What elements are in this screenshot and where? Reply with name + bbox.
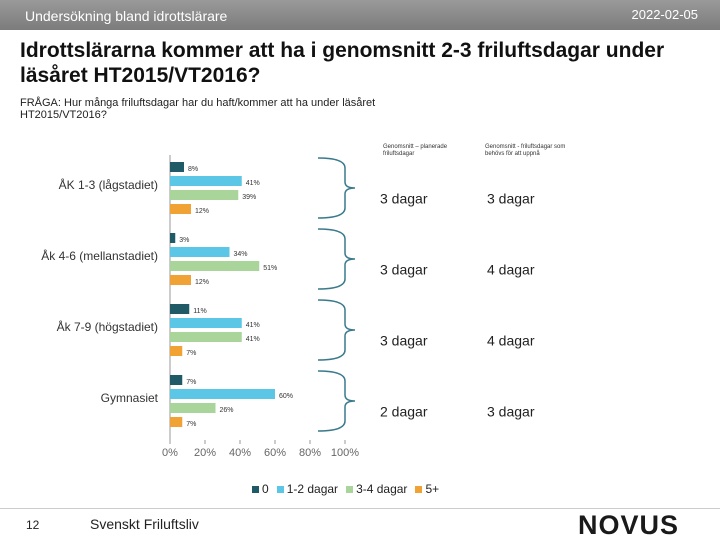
data-label: 11%: [193, 308, 207, 315]
legend-swatch: [276, 485, 284, 493]
data-label: 41%: [246, 336, 260, 343]
brace: [317, 370, 356, 432]
data-label: 3%: [179, 237, 189, 244]
data-label: 51%: [263, 265, 277, 272]
data-label: 8%: [188, 166, 198, 173]
bar: [170, 176, 242, 186]
bar: [170, 261, 260, 271]
data-label: 60%: [279, 393, 293, 400]
header-bar: [0, 0, 720, 30]
bar: [170, 190, 239, 200]
data-label: 12%: [195, 279, 209, 286]
x-tick-label: 0%: [162, 447, 178, 459]
x-tick-label: 20%: [194, 447, 216, 459]
summary-value: 3 dagar: [487, 404, 535, 420]
legend-swatch: [415, 485, 423, 493]
question: FRÅGA: Hur många friluftsdagar har du ha…: [20, 97, 376, 121]
legend: 0 1-2 dagar 3-4 dagar 5+: [252, 482, 439, 496]
page-number: 12: [26, 518, 40, 532]
footer-org: Svenskt Friluftsliv: [90, 516, 199, 532]
data-label: 41%: [246, 180, 260, 187]
bar: [170, 204, 191, 214]
legend-item: 3-4 dagar: [346, 482, 407, 496]
legend-label: 0: [262, 482, 269, 496]
bar: [170, 375, 183, 385]
slide-title: Idrottslärarna kommer att ha i genomsnit…: [20, 39, 665, 87]
bar: [170, 247, 230, 257]
category-label: ÅK 1-3 (lågstadiet): [59, 177, 158, 192]
category-label: Åk 7-9 (högstadiet): [57, 319, 158, 334]
footer-rule: [0, 508, 720, 509]
bar: [170, 275, 191, 285]
header-date: 2022-02-05: [631, 7, 699, 22]
category-label: Åk 4-6 (mellanstadiet): [41, 248, 158, 263]
bar: [170, 389, 275, 399]
data-label: 7%: [186, 350, 196, 357]
bar: [170, 233, 176, 243]
column-header: Genomsnitt – planerade friluftsdagar: [383, 144, 448, 157]
brace: [317, 299, 356, 361]
category-label: Gymnasiet: [101, 391, 159, 405]
legend-item: 0: [252, 482, 269, 496]
data-label: 41%: [246, 322, 260, 329]
data-label: 7%: [186, 379, 196, 386]
legend-item: 5+: [415, 482, 439, 496]
data-label: 12%: [195, 208, 209, 215]
data-label: 26%: [220, 407, 234, 414]
legend-swatch: [346, 485, 354, 493]
bar: [170, 332, 242, 342]
summary-value: 3 dagar: [380, 191, 428, 207]
brace: [317, 157, 356, 219]
data-label: 7%: [186, 421, 196, 428]
legend-label: 5+: [425, 482, 440, 496]
x-tick-label: 100%: [331, 447, 359, 459]
bar: [170, 403, 216, 413]
data-label: 39%: [242, 194, 256, 201]
logo: NOVUS: [578, 510, 680, 540]
legend-label: 3-4 dagar: [356, 482, 408, 496]
x-tick-label: 40%: [229, 447, 251, 459]
summary-value: 3 dagar: [487, 191, 535, 207]
legend-item: 1-2 dagar: [276, 482, 339, 496]
legend-swatch: [252, 485, 259, 493]
data-label: 34%: [234, 251, 248, 258]
summary-value: 2 dagar: [380, 404, 428, 420]
brace: [317, 228, 356, 290]
summary-value: 3 dagar: [380, 333, 428, 349]
bar: [170, 346, 183, 356]
column-header: Genomsnitt - friluftsdagar som behövs fö…: [485, 144, 566, 157]
bar: [170, 318, 242, 328]
summary-value: 4 dagar: [487, 262, 535, 278]
x-tick-label: 60%: [264, 447, 286, 459]
bar: [170, 304, 190, 314]
summary-value: 3 dagar: [380, 262, 428, 278]
x-tick-label: 80%: [299, 447, 321, 459]
bar: [170, 417, 183, 427]
legend-label: 1-2 dagar: [286, 482, 339, 496]
summary-value: 4 dagar: [487, 333, 535, 349]
header-text: Undersökning bland idrottslärare: [25, 8, 228, 24]
bar: [170, 162, 184, 172]
